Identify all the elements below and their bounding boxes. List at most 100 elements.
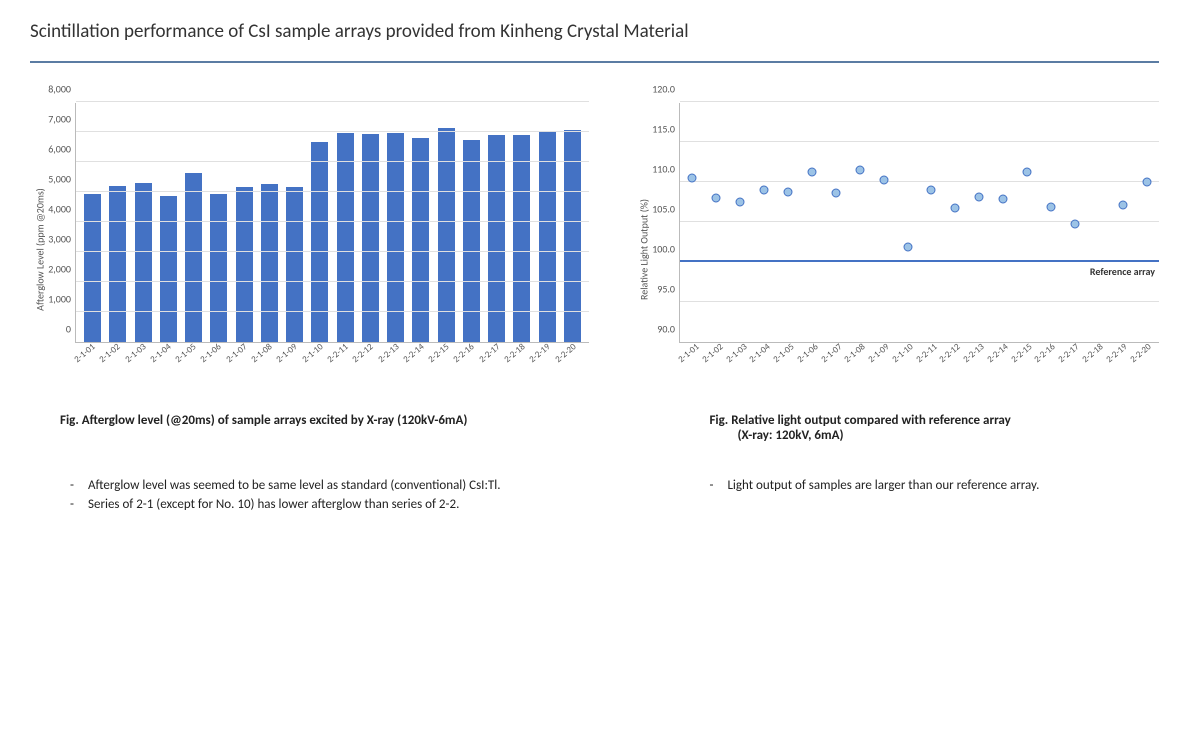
scatter-plot-area: 90.095.0100.0105.0110.0115.0120.0Referen… <box>679 103 1159 343</box>
y-tick-label: 120.0 <box>630 83 675 96</box>
scatter-marker <box>831 189 840 198</box>
y-tick-label: 90.0 <box>630 323 675 336</box>
y-tick-label: 95.0 <box>630 283 675 296</box>
light-output-scatter-chart: Relative Light Output (%) 90.095.0100.01… <box>629 103 1159 383</box>
scatter-marker <box>975 193 984 202</box>
bar <box>160 196 177 342</box>
scatter-marker <box>879 175 888 184</box>
bar <box>135 183 152 342</box>
scatter-marker <box>999 194 1008 203</box>
left-bullets: -Afterglow level was seemed to be same l… <box>30 478 589 516</box>
afterglow-bar-chart: Afterglow Level (ppm @20ms) 01,0002,0003… <box>30 103 589 383</box>
bullet-dash-icon: - <box>70 478 88 493</box>
bar-slot <box>156 103 181 342</box>
reference-line <box>680 260 1159 262</box>
bullet-text: Afterglow level was seemed to be same le… <box>88 478 501 493</box>
bar <box>109 186 126 342</box>
scatter-marker <box>783 187 792 196</box>
y-tick-label: 4,000 <box>26 203 71 216</box>
bar-slot <box>484 103 509 342</box>
right-bullets: -Light output of samples are larger than… <box>629 478 1159 516</box>
y-tick-label: 1,000 <box>26 293 71 306</box>
bar-slot <box>560 103 585 342</box>
grid-line <box>76 101 589 102</box>
scatter-marker <box>759 186 768 195</box>
bullet-item: -Series of 2-1 (except for No. 10) has l… <box>70 497 589 512</box>
bar-slot <box>333 103 358 342</box>
charts-row: Afterglow Level (ppm @20ms) 01,0002,0003… <box>30 103 1159 383</box>
bar-slot <box>206 103 231 342</box>
bar-slot <box>383 103 408 342</box>
grid-line <box>76 191 589 192</box>
y-tick-label: 110.0 <box>630 163 675 176</box>
bar-slot <box>232 103 257 342</box>
reference-label: Reference array <box>1090 265 1155 278</box>
bar-slot <box>358 103 383 342</box>
y-tick-label: 7,000 <box>26 113 71 126</box>
scatter-marker <box>951 203 960 212</box>
bar-x-ticks: 2-1-012-1-022-1-032-1-042-1-052-1-062-1-… <box>75 343 589 373</box>
x-tick-label: 2-2-20 <box>553 340 592 379</box>
scatter-x-ticks: 2-1-012-1-022-1-032-1-042-1-052-1-062-1-… <box>679 343 1159 373</box>
page-title: Scintillation performance of CsI sample … <box>30 20 1159 43</box>
bar-slot <box>434 103 459 342</box>
bar <box>210 194 227 343</box>
bar-slot <box>131 103 156 342</box>
captions-row: Fig. Afterglow level (@20ms) of sample a… <box>30 413 1159 443</box>
scatter-marker <box>855 166 864 175</box>
scatter-marker <box>927 186 936 195</box>
scatter-marker <box>735 198 744 207</box>
bar-slot <box>257 103 282 342</box>
bar-slot <box>181 103 206 342</box>
scatter-marker <box>687 174 696 183</box>
y-tick-label: 6,000 <box>26 143 71 156</box>
bar-chart-caption: Fig. Afterglow level (@20ms) of sample a… <box>30 413 589 443</box>
y-tick-label: 0 <box>26 323 71 336</box>
scatter-marker <box>1023 168 1032 177</box>
bar-slot <box>459 103 484 342</box>
grid-line <box>680 221 1159 222</box>
grid-line <box>680 181 1159 182</box>
grid-line <box>76 161 589 162</box>
bars-container <box>76 103 589 342</box>
bar-slot <box>282 103 307 342</box>
bar-slot <box>80 103 105 342</box>
scatter-caption-line2: (X-ray: 120kV, 6mA) <box>709 428 1159 443</box>
grid-line <box>680 101 1159 102</box>
bar-slot <box>408 103 433 342</box>
y-tick-label: 105.0 <box>630 203 675 216</box>
grid-line <box>76 251 589 252</box>
y-tick-label: 2,000 <box>26 263 71 276</box>
title-divider <box>30 61 1159 63</box>
scatter-marker <box>711 194 720 203</box>
bar <box>286 187 303 342</box>
grid-line <box>76 131 589 132</box>
grid-line <box>76 281 589 282</box>
scatter-marker <box>1119 201 1128 210</box>
scatter-marker <box>1047 202 1056 211</box>
x-tick-label: 2-2-20 <box>1128 341 1165 379</box>
bar <box>84 194 101 343</box>
bullet-dash-icon: - <box>70 497 88 512</box>
scatter-marker <box>1143 178 1152 187</box>
y-tick-label: 100.0 <box>630 243 675 256</box>
bar-slot <box>105 103 130 342</box>
grid-line <box>76 311 589 312</box>
y-tick-label: 5,000 <box>26 173 71 186</box>
bar <box>185 173 202 342</box>
bar-slot <box>509 103 534 342</box>
bullet-item: -Light output of samples are larger than… <box>709 478 1159 493</box>
bullet-item: -Afterglow level was seemed to be same l… <box>70 478 589 493</box>
y-tick-label: 3,000 <box>26 233 71 246</box>
y-tick-label: 115.0 <box>630 123 675 136</box>
scatter-marker <box>1071 219 1080 228</box>
grid-line <box>76 221 589 222</box>
bullet-text: Series of 2-1 (except for No. 10) has lo… <box>88 497 459 512</box>
bar-slot <box>307 103 332 342</box>
bullet-text: Light output of samples are larger than … <box>727 478 1039 493</box>
bar-slot <box>535 103 560 342</box>
y-tick-label: 8,000 <box>26 83 71 96</box>
grid-line <box>680 301 1159 302</box>
scatter-marker <box>903 242 912 251</box>
bullets-row: -Afterglow level was seemed to be same l… <box>30 478 1159 516</box>
